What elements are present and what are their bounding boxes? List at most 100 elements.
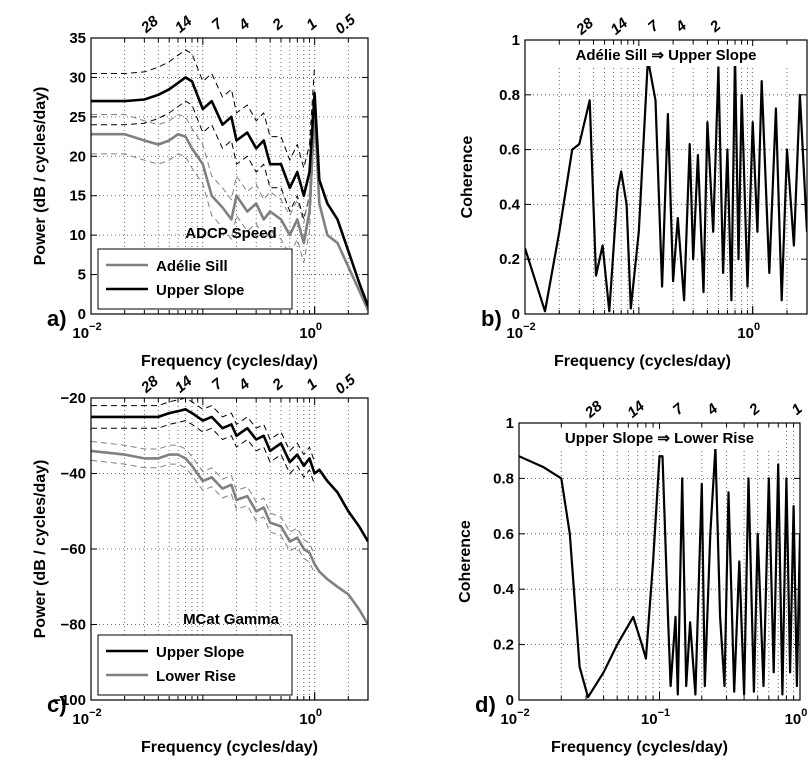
y-tick-label: 0.2 xyxy=(493,637,514,654)
series-line xyxy=(91,107,368,311)
y-tick-label: 0.2 xyxy=(499,251,520,268)
top-tick-label: 0.5 xyxy=(332,11,359,38)
annotation-bg xyxy=(540,46,792,66)
confidence-line xyxy=(91,100,316,220)
y-axis-title: Power (dB / cycles/day) xyxy=(32,460,49,639)
legend-box xyxy=(97,634,293,696)
annotation: Adélie Sill ⇒ Upper Slope xyxy=(576,47,757,64)
x-tick-label: 100 xyxy=(785,707,808,728)
y-axis-title: Coherence xyxy=(459,136,476,219)
top-tick-label: 14 xyxy=(172,12,196,36)
confidence-line xyxy=(91,49,316,169)
panel: 0 0.2 0.4 0.6 0.8 1 10−2 100 28 14 7 4 2 Adélie Sill … xyxy=(459,14,808,370)
y-tick-label: 10 xyxy=(69,227,86,244)
annotation: MCat Gamma xyxy=(183,611,280,628)
top-tick-label: 1 xyxy=(303,15,320,33)
top-tick-label: 4 xyxy=(235,15,254,34)
series-group xyxy=(519,446,800,699)
top-tick-label: 7 xyxy=(645,17,663,36)
x-axis-title: Frequency (cycles/day) xyxy=(554,353,731,370)
legend-label: Upper Slope xyxy=(156,644,244,661)
legend-label: Upper Slope xyxy=(156,282,244,299)
y-tick-label: 0 xyxy=(506,692,514,709)
y-tick-label: −80 xyxy=(61,617,86,634)
confidence-line xyxy=(91,420,316,485)
series-line xyxy=(91,449,368,626)
confidence-line xyxy=(91,398,316,463)
top-tick-label: 28 xyxy=(137,12,162,37)
series-group xyxy=(91,398,368,626)
y-tick-label: 15 xyxy=(69,188,86,205)
plot-frame xyxy=(518,422,801,701)
y-axis-title: Power (dB / cycles/day) xyxy=(32,87,49,266)
y-tick-label: 0.4 xyxy=(493,581,515,598)
plot-frame xyxy=(90,397,369,701)
x-tick-label: 10−2 xyxy=(72,321,101,342)
series-line xyxy=(91,76,368,307)
y-tick-label: −20 xyxy=(61,390,86,407)
panel-label: b) xyxy=(481,306,502,331)
x-axis-title: Frequency (cycles/day) xyxy=(551,739,728,756)
y-tick-label: −100 xyxy=(52,692,86,709)
y-tick-label: 0.8 xyxy=(493,470,514,487)
confidence-line xyxy=(91,89,316,224)
y-tick-label: 20 xyxy=(69,148,86,165)
panel-label: a) xyxy=(47,306,67,331)
y-tick-label: −60 xyxy=(61,541,86,558)
top-tick-label: 7 xyxy=(670,400,688,419)
y-tick-label: 0.8 xyxy=(499,87,520,104)
x-axis-title: Frequency (cycles/day) xyxy=(141,353,318,370)
panel: 0 0.2 0.4 0.6 0.8 1 10−2 10−1 100 28 14 7 4 2 1 Upper S… xyxy=(457,397,807,756)
top-tick-label: 28 xyxy=(581,397,606,422)
confidence-line xyxy=(91,459,316,574)
series-line xyxy=(519,446,800,699)
y-tick-label: 1 xyxy=(506,415,514,432)
top-tick-label: 28 xyxy=(137,372,162,397)
y-tick-label: 1 xyxy=(512,32,520,49)
confidence-line xyxy=(91,440,316,555)
x-tick-label: 10−2 xyxy=(72,707,101,728)
legend-box xyxy=(97,248,293,310)
y-tick-label: 0.6 xyxy=(499,142,520,159)
x-tick-label: 100 xyxy=(299,707,322,728)
x-tick-label: 10−2 xyxy=(500,707,529,728)
legend-label: Lower Rise xyxy=(156,668,236,685)
top-tick-label: 14 xyxy=(624,397,648,421)
top-tick-label: 1 xyxy=(788,400,805,418)
top-tick-label: 28 xyxy=(572,14,597,39)
top-tick-label: 2 xyxy=(706,17,725,36)
annotation-bg xyxy=(533,429,786,449)
x-tick-label: 100 xyxy=(299,321,322,342)
y-axis-title: Coherence xyxy=(457,520,474,603)
panel: 0 5 10 15 20 25 30 35 10−2 100 28 14 7 4 2 1 0.5 ADCP Spe… xyxy=(32,11,369,370)
top-tick-label: 7 xyxy=(209,375,227,394)
top-tick-label: 4 xyxy=(235,375,254,394)
y-tick-label: 25 xyxy=(69,109,86,126)
top-tick-label: 4 xyxy=(703,400,722,419)
y-tick-label: 5 xyxy=(78,267,86,284)
y-tick-label: 35 xyxy=(69,30,86,47)
top-tick-label: 2 xyxy=(269,375,288,394)
y-tick-label: 0.4 xyxy=(499,196,521,213)
top-tick-label: 2 xyxy=(269,15,288,34)
y-tick-label: 0 xyxy=(78,306,86,323)
plot-frame xyxy=(524,39,808,315)
x-tick-label: 10−1 xyxy=(641,707,670,728)
top-tick-label: 14 xyxy=(172,372,196,396)
top-tick-label: 1 xyxy=(303,375,320,393)
y-tick-label: 0.6 xyxy=(493,526,514,543)
series-group xyxy=(525,52,807,313)
annotation: ADCP Speed xyxy=(185,225,276,242)
series-line xyxy=(91,408,368,543)
top-tick-label: 7 xyxy=(209,15,227,34)
panel-label: d) xyxy=(475,692,496,717)
y-tick-label: −40 xyxy=(61,466,86,483)
y-tick-label: 0 xyxy=(512,306,520,323)
y-tick-label: 30 xyxy=(69,69,86,86)
panel-label: c) xyxy=(47,692,67,717)
top-tick-label: 14 xyxy=(607,14,631,38)
x-tick-label: 10−2 xyxy=(506,321,535,342)
legend-label: Adélie Sill xyxy=(156,258,228,275)
x-tick-label: 100 xyxy=(737,321,760,342)
